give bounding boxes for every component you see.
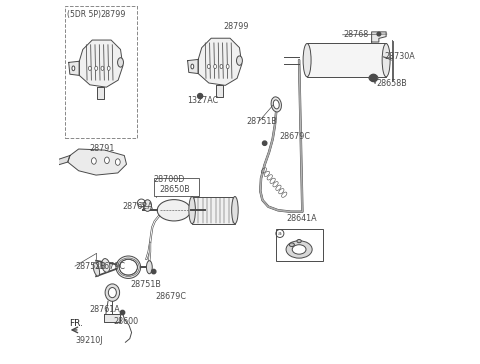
- Ellipse shape: [88, 66, 91, 71]
- Text: 28679C: 28679C: [94, 262, 125, 270]
- Ellipse shape: [115, 159, 120, 165]
- Ellipse shape: [72, 66, 75, 71]
- Ellipse shape: [289, 243, 294, 246]
- Text: a: a: [278, 231, 282, 236]
- Ellipse shape: [105, 284, 120, 301]
- Text: 28730A: 28730A: [384, 52, 415, 62]
- Polygon shape: [97, 87, 104, 99]
- Text: 28791: 28791: [89, 144, 115, 153]
- Circle shape: [120, 310, 125, 315]
- Ellipse shape: [118, 58, 123, 67]
- Ellipse shape: [226, 64, 229, 69]
- Ellipse shape: [369, 75, 378, 81]
- Bar: [307, 43, 386, 77]
- Ellipse shape: [105, 157, 109, 163]
- Polygon shape: [198, 38, 242, 86]
- Ellipse shape: [95, 66, 97, 71]
- Text: 28658B: 28658B: [376, 79, 407, 88]
- Bar: [276, 229, 323, 261]
- Ellipse shape: [273, 100, 279, 109]
- Polygon shape: [57, 155, 70, 165]
- Text: 28600: 28600: [114, 317, 139, 326]
- Text: 28799: 28799: [224, 22, 249, 31]
- Ellipse shape: [144, 200, 152, 211]
- Ellipse shape: [297, 240, 301, 243]
- Text: 28799: 28799: [100, 10, 126, 19]
- Circle shape: [370, 74, 377, 82]
- Ellipse shape: [101, 66, 104, 71]
- Text: 28751B: 28751B: [131, 280, 161, 289]
- Polygon shape: [69, 61, 79, 75]
- Bar: [154, 178, 199, 196]
- Text: 28641A: 28641A: [287, 214, 317, 223]
- Ellipse shape: [207, 64, 210, 69]
- Ellipse shape: [303, 43, 311, 77]
- Ellipse shape: [214, 64, 216, 69]
- Text: 28761A: 28761A: [89, 305, 120, 314]
- Ellipse shape: [232, 197, 238, 224]
- Polygon shape: [372, 32, 386, 42]
- Text: 28700D: 28700D: [154, 175, 185, 183]
- Ellipse shape: [271, 97, 281, 112]
- Text: 28650B: 28650B: [159, 186, 190, 194]
- Text: 28751B: 28751B: [75, 262, 106, 270]
- Text: 28679C: 28679C: [156, 292, 187, 301]
- Text: 39210J: 39210J: [75, 336, 103, 345]
- Polygon shape: [188, 59, 198, 74]
- Bar: [192, 197, 235, 224]
- Text: FR.: FR.: [69, 319, 83, 328]
- Polygon shape: [79, 40, 123, 87]
- Circle shape: [263, 141, 267, 145]
- Ellipse shape: [286, 241, 312, 258]
- Circle shape: [377, 32, 381, 36]
- Ellipse shape: [382, 43, 390, 77]
- Circle shape: [152, 269, 156, 274]
- Ellipse shape: [237, 56, 242, 65]
- Ellipse shape: [93, 263, 99, 276]
- Ellipse shape: [102, 258, 110, 272]
- Ellipse shape: [119, 259, 137, 275]
- Text: 28751B: 28751B: [247, 116, 277, 126]
- Text: a: a: [139, 201, 144, 206]
- Ellipse shape: [108, 66, 110, 71]
- Ellipse shape: [191, 64, 194, 69]
- Text: (5DR 5P): (5DR 5P): [67, 9, 101, 19]
- Ellipse shape: [92, 158, 96, 164]
- Ellipse shape: [189, 197, 195, 224]
- Ellipse shape: [116, 256, 141, 278]
- Text: 28762A: 28762A: [122, 202, 153, 211]
- Text: 1327AC: 1327AC: [187, 96, 219, 105]
- Polygon shape: [68, 149, 127, 175]
- Ellipse shape: [146, 261, 152, 274]
- Polygon shape: [104, 314, 120, 322]
- Ellipse shape: [108, 288, 116, 298]
- Ellipse shape: [220, 64, 223, 69]
- Text: 28679C: 28679C: [279, 132, 310, 141]
- Ellipse shape: [157, 199, 191, 221]
- Bar: [65, 6, 137, 138]
- Polygon shape: [216, 86, 223, 97]
- Text: 28768: 28768: [343, 30, 369, 39]
- Ellipse shape: [292, 245, 306, 254]
- Circle shape: [198, 94, 203, 99]
